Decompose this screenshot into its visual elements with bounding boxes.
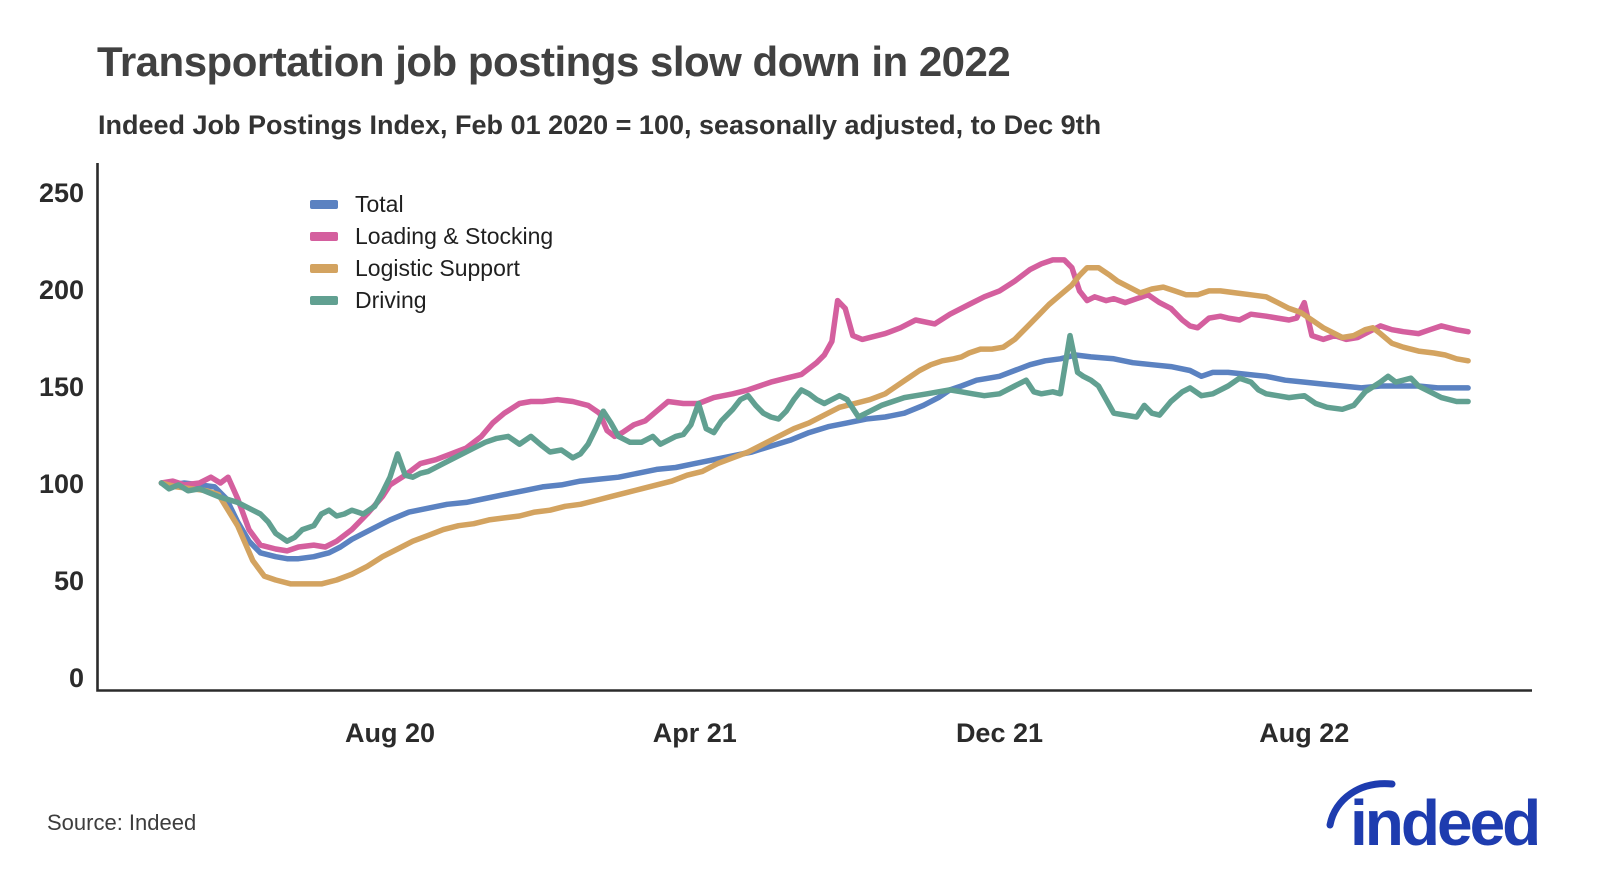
legend: Total Loading & Stocking Logistic Support D… — [310, 188, 553, 316]
legend-swatch-icon — [310, 231, 338, 241]
indeed-logo-wordmark: indeed — [1350, 787, 1538, 853]
legend-label: Total — [355, 190, 404, 217]
y-tick-label: 150 — [39, 372, 84, 402]
legend-item: Driving — [310, 284, 553, 316]
legend-swatch-icon — [310, 263, 338, 273]
indeed-logo: indeed — [1326, 780, 1541, 853]
x-tick-label: Aug 22 — [1259, 718, 1349, 748]
y-tick-label: 0 — [69, 663, 84, 693]
page-title: Transportation job postings slow down in… — [97, 38, 1011, 85]
x-tick-label: Dec 21 — [956, 718, 1043, 748]
indeed-logo-arc-icon — [1326, 780, 1396, 829]
series-line-driving — [158, 332, 1471, 544]
legend-swatch-icon — [310, 199, 338, 209]
legend-swatch-icon — [310, 295, 338, 305]
y-tick-label: 100 — [39, 469, 84, 499]
legend-label: Loading & Stocking — [355, 222, 554, 249]
x-tick-label: Apr 21 — [653, 718, 737, 748]
y-tick-label: 200 — [39, 275, 84, 305]
y-tick-label: 250 — [39, 178, 84, 208]
legend-label: Logistic Support — [355, 254, 520, 281]
legend-label: Driving — [355, 286, 427, 313]
series-line-total — [158, 352, 1471, 562]
chart-subtitle: Indeed Job Postings Index, Feb 01 2020 =… — [98, 110, 1102, 140]
source-note: Source: Indeed — [47, 810, 197, 835]
x-tick-label: Aug 20 — [345, 718, 435, 748]
series-line-logistic-support — [158, 264, 1471, 587]
axes — [96, 163, 1532, 692]
legend-item: Total — [310, 188, 553, 220]
legend-item: Logistic Support — [310, 252, 553, 284]
legend-item: Loading & Stocking — [310, 220, 553, 252]
y-tick-label: 50 — [54, 566, 84, 596]
